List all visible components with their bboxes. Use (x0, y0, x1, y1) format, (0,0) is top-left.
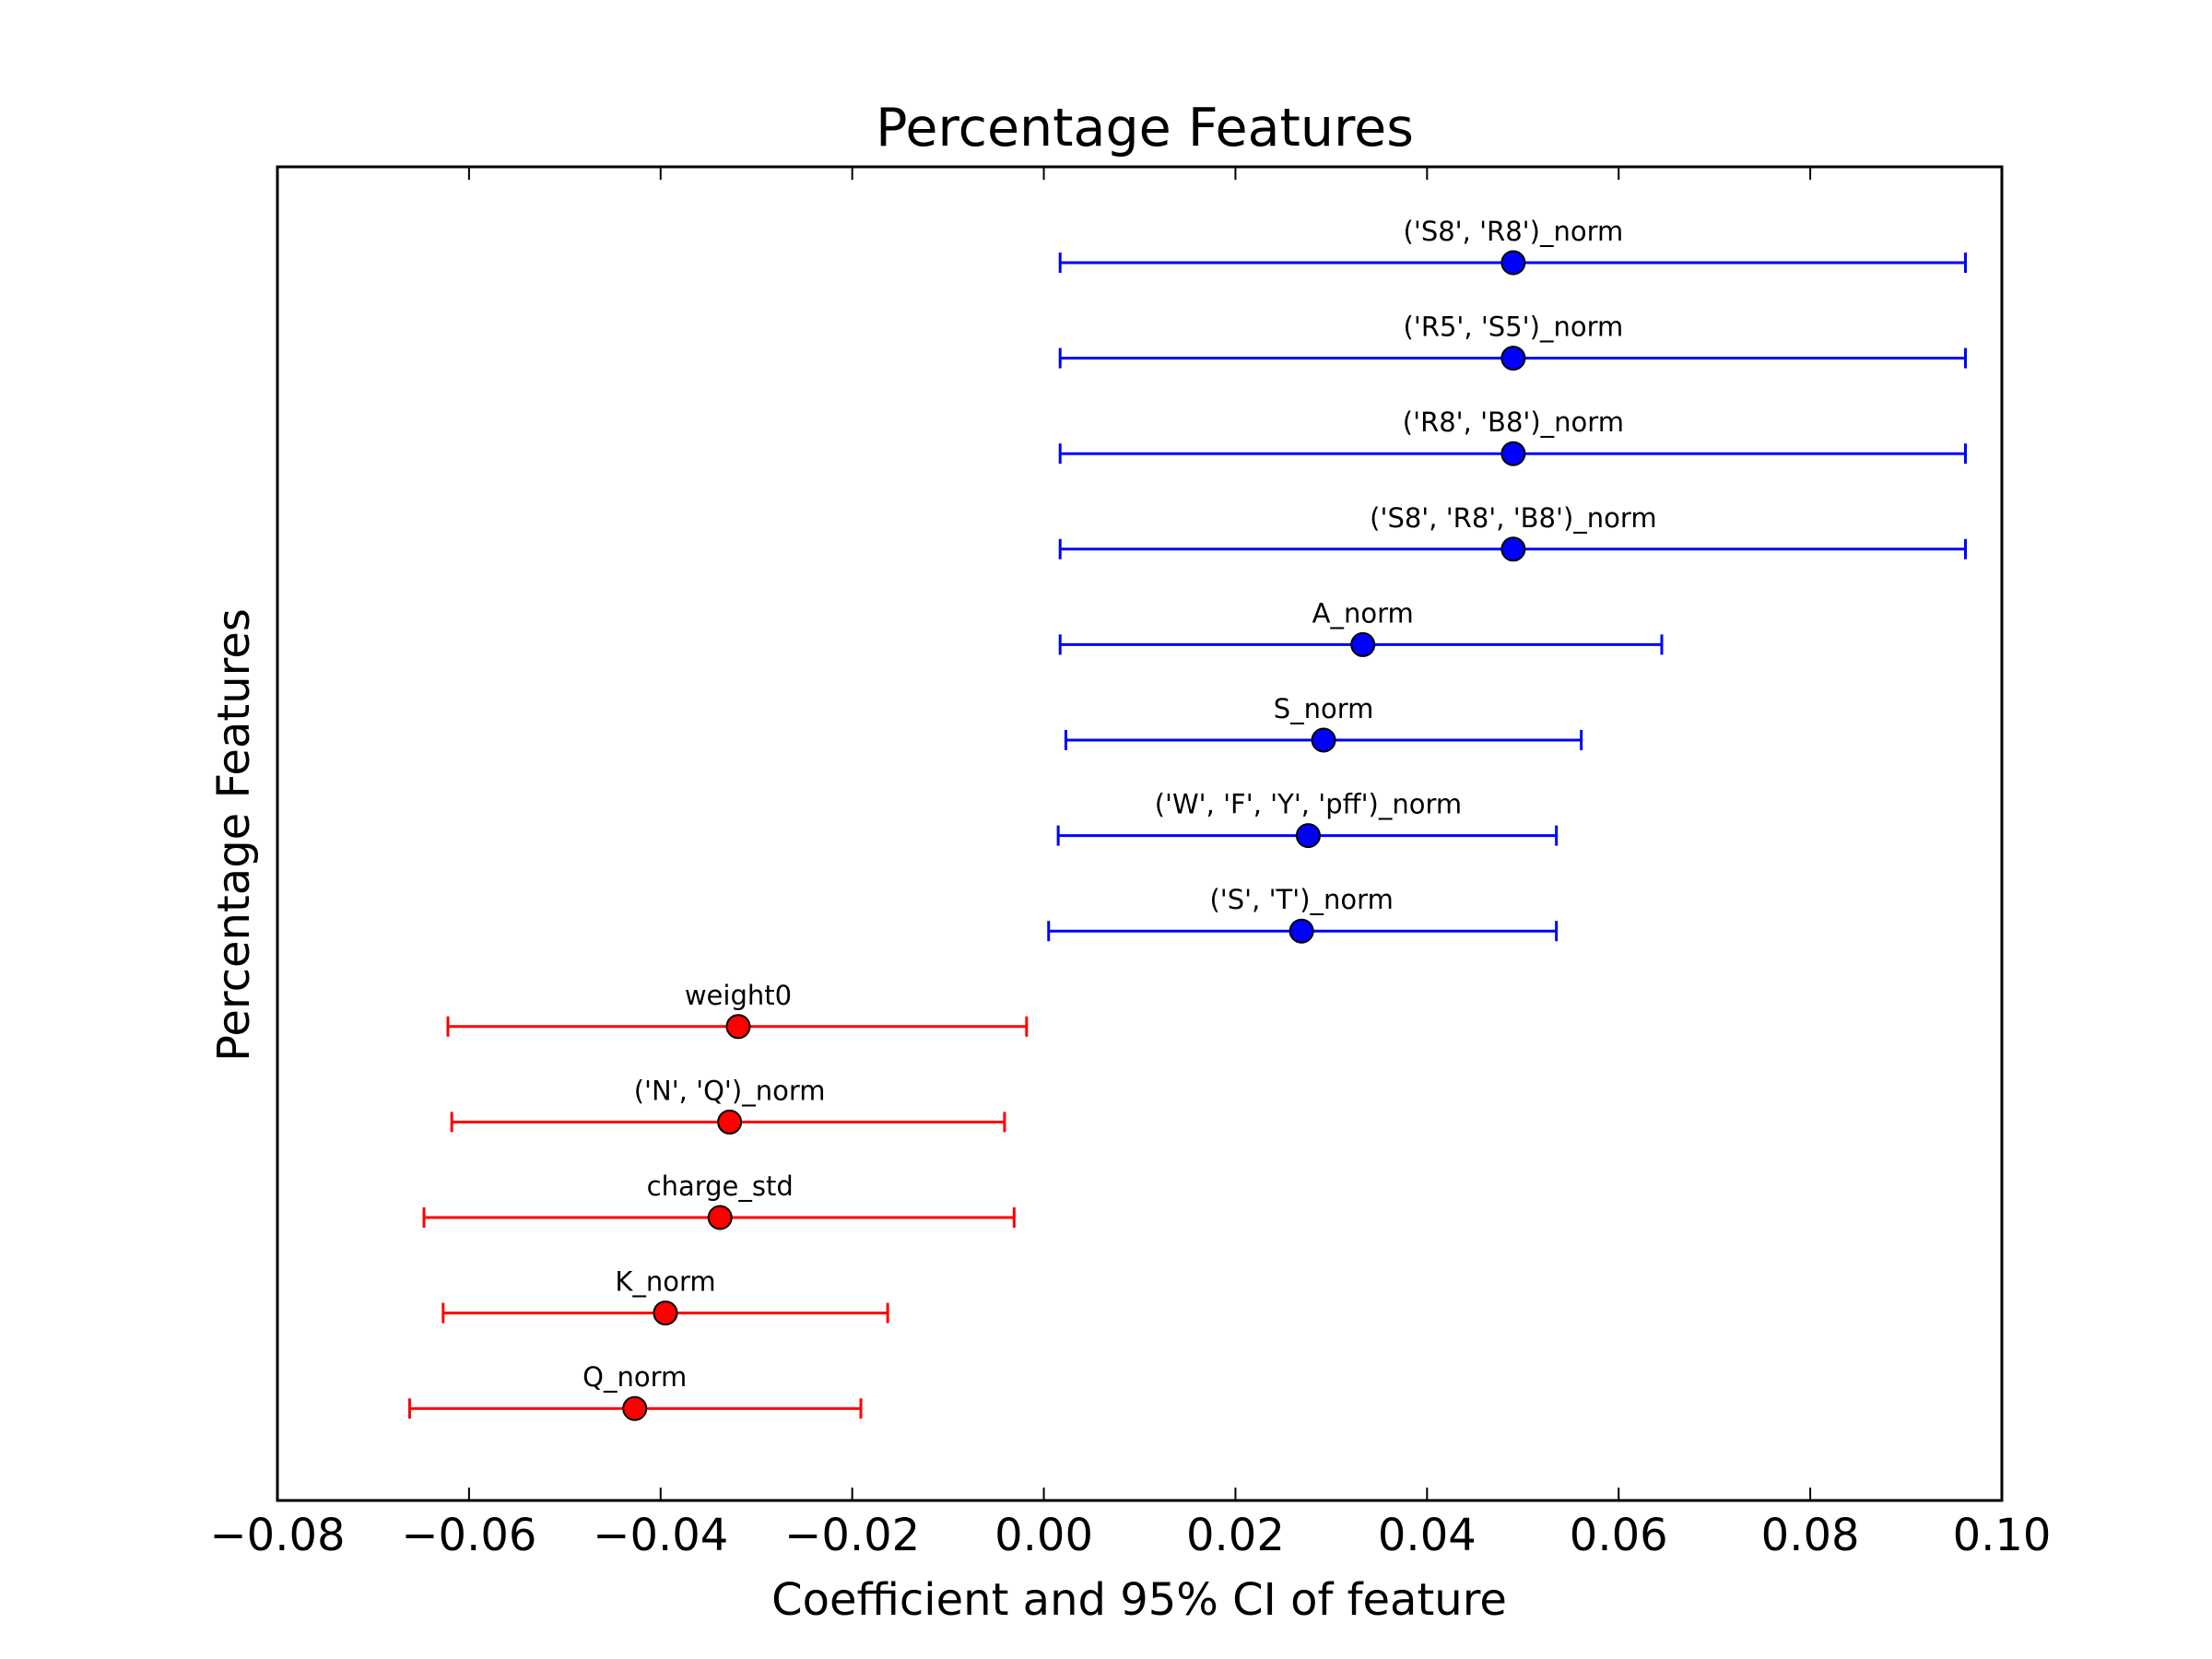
x-tick-label: 0.08 (1761, 1510, 1860, 1561)
feature-label: S_norm (1274, 693, 1374, 724)
chart-title: Percentage Features (876, 98, 1414, 159)
feature-label: K_norm (615, 1266, 715, 1298)
x-tick-label: 0.04 (1378, 1510, 1477, 1561)
feature-label: ('R8', 'B8')_norm (1403, 406, 1624, 438)
x-tick-label: 0.02 (1186, 1510, 1285, 1561)
coefficient-marker (1295, 823, 1321, 849)
coefficient-marker (1350, 631, 1376, 657)
coefficient-marker (653, 1300, 678, 1326)
feature-label: charge_std (647, 1171, 794, 1202)
data-points: ('S8', 'R8')_norm ('R5', 'S5')_norm ('R8',… (407, 216, 1968, 1421)
x-tick-label: 0.00 (994, 1510, 1093, 1561)
data-point-group: ('R8', 'B8')_norm (1058, 406, 1968, 466)
x-tick-label: −0.04 (593, 1510, 728, 1561)
data-point-group: ('N', 'Q')_norm (450, 1075, 1006, 1135)
data-point-group: weight0 (446, 980, 1029, 1040)
data-point-group: ('R5', 'S5')_norm (1058, 312, 1968, 371)
feature-label: ('R5', 'S5')_norm (1404, 312, 1624, 343)
coefficient-marker (725, 1014, 751, 1040)
coefficient-marker (1500, 441, 1526, 466)
coefficient-marker (717, 1109, 743, 1135)
coefficient-marker (622, 1395, 648, 1421)
feature-label: ('S8', 'R8')_norm (1404, 216, 1624, 247)
feature-label: ('S', 'T')_norm (1209, 884, 1393, 915)
coefficient-marker (1500, 250, 1526, 276)
feature-label: Q_norm (582, 1361, 687, 1393)
x-axis-ticks (276, 167, 2003, 1500)
data-point-group: ('S8', 'R8')_norm (1058, 216, 1968, 276)
data-point-group: Q_norm (407, 1361, 863, 1421)
x-tick-label: −0.06 (401, 1510, 536, 1561)
coefficient-marker (1500, 346, 1526, 371)
coefficient-marker (1500, 536, 1526, 562)
plot-area-frame (276, 165, 2004, 1502)
data-point-group: K_norm (441, 1266, 889, 1326)
x-tick-label: −0.02 (784, 1510, 920, 1561)
x-tick-label: 0.10 (1953, 1510, 2052, 1561)
coefficient-marker (1311, 727, 1336, 753)
data-point-group: S_norm (1064, 693, 1583, 753)
coefficient-marker (707, 1205, 733, 1230)
x-tick-label: −0.08 (209, 1510, 345, 1561)
feature-label: weight0 (685, 980, 792, 1011)
x-axis-label: Coefficient and 95% CI of feature (771, 1574, 1507, 1626)
data-point-group: ('S8', 'R8', 'B8')_norm (1058, 502, 1968, 562)
feature-label: ('N', 'Q')_norm (634, 1075, 826, 1106)
feature-label: ('W', 'F', 'Y', 'pff')_norm (1155, 789, 1462, 820)
coefficient-marker (1288, 918, 1314, 944)
feature-label: ('S8', 'R8', 'B8')_norm (1370, 502, 1656, 534)
data-point-group: ('W', 'F', 'Y', 'pff')_norm (1056, 789, 1559, 849)
data-point-group: ('S', 'T')_norm (1047, 884, 1559, 944)
x-tick-label: 0.06 (1570, 1510, 1668, 1561)
data-point-group: charge_std (422, 1171, 1016, 1230)
x-axis-tick-labels: −0.08 −0.06 −0.04 −0.02 0.00 0.02 0.04 0.06 0.08… (209, 1510, 2051, 1561)
feature-label: A_norm (1312, 597, 1414, 629)
y-axis-label: Percentage Features (208, 608, 260, 1062)
data-point-group: A_norm (1058, 597, 1664, 657)
